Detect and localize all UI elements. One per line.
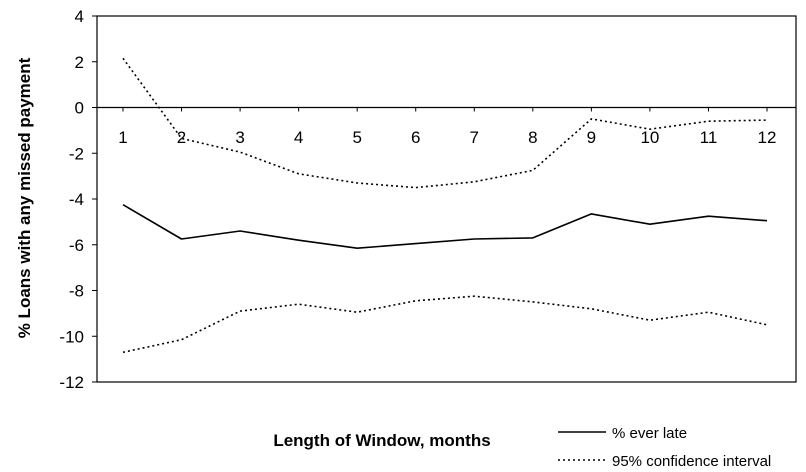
y-tick-label: -6 [69, 236, 84, 255]
x-tick-label: 1 [118, 128, 127, 147]
y-tick-label: 0 [75, 99, 84, 118]
x-axis-title: Length of Window, months [273, 431, 490, 450]
y-axis-ticks: 4 2 0 -2 -4 -6 -8 -10 -12 [59, 7, 97, 392]
series-ci-upper-line [122, 57, 768, 189]
plot-area [96, 15, 797, 383]
y-tick-label: 4 [75, 7, 84, 26]
y-tick-label: -10 [59, 327, 84, 346]
y-tick-label: -12 [59, 373, 84, 392]
y-axis-title: % Loans with any missed payment [15, 57, 34, 338]
series-ever-late-line [122, 204, 768, 249]
x-tick-label: 11 [700, 128, 718, 147]
x-tick-label: 5 [352, 128, 361, 147]
x-tick-label: 10 [640, 128, 659, 147]
x-tick-label: 4 [294, 128, 303, 147]
legend-label-confidence-interval: 95% confidence interval [612, 453, 771, 470]
x-tick-label: 8 [528, 128, 537, 147]
x-tick-label: 12 [758, 128, 777, 147]
y-tick-label: -4 [69, 190, 84, 209]
x-tick-label: 3 [235, 128, 244, 147]
y-tick-label: -8 [69, 282, 84, 301]
plot-frame [96, 15, 797, 383]
legend: % ever late 95% confidence interval [558, 425, 771, 470]
x-tick-label: 2 [177, 128, 186, 147]
y-tick-label: 2 [75, 53, 84, 72]
x-tick-label: 6 [411, 128, 420, 147]
x-tick-label: 9 [587, 128, 596, 147]
series-ci-lower-line [122, 295, 768, 354]
y-tick-label: -2 [69, 144, 84, 163]
x-tick-label: 7 [470, 128, 479, 147]
data-series [122, 57, 768, 354]
legend-label-ever-late: % ever late [612, 425, 687, 442]
x-axis-tick-labels: 1 2 3 4 5 6 7 8 9 10 11 12 [118, 107, 777, 147]
